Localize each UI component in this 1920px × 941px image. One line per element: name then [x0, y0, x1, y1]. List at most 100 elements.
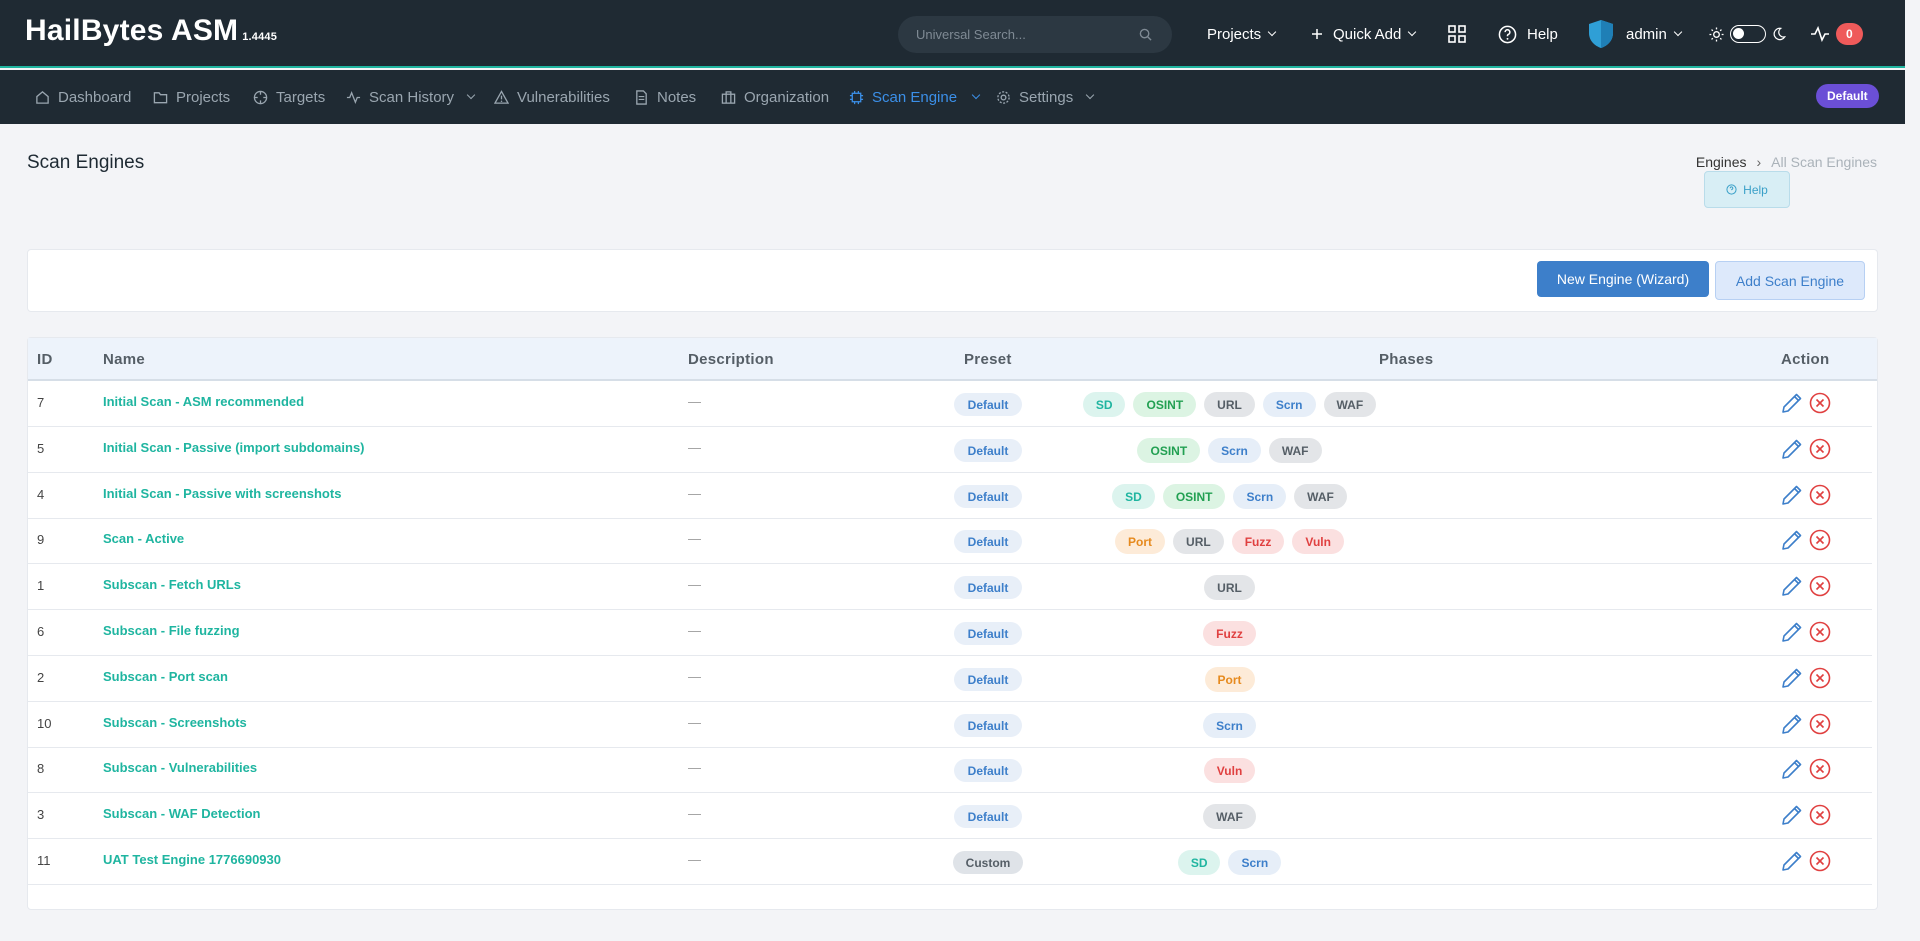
phase-badge: OSINT — [1162, 484, 1226, 509]
activity-alerts[interactable]: 0 — [1810, 0, 1863, 68]
phase-badge: SD — [1177, 850, 1221, 875]
breadcrumb: Engines › All Scan Engines — [1696, 154, 1877, 170]
edit-pencil-icon[interactable] — [1780, 528, 1804, 552]
preset-badge: Default — [954, 759, 1022, 782]
edit-pencil-icon[interactable] — [1780, 620, 1804, 644]
engine-name-link[interactable]: Subscan - Port scan — [103, 669, 228, 684]
universal-search[interactable] — [898, 16, 1172, 53]
engine-name-link[interactable]: Subscan - Fetch URLs — [103, 577, 241, 592]
theme-toggle[interactable] — [1709, 0, 1786, 68]
nav-item-label: Scan History — [369, 88, 455, 106]
user-menu[interactable]: admin — [1587, 0, 1683, 68]
table-row: 3 Subscan - WAF Detection — Default WAF — [28, 793, 1872, 839]
engine-id: 9 — [37, 532, 45, 547]
edit-pencil-icon[interactable] — [1780, 666, 1804, 690]
help-menu[interactable]: Help — [1498, 0, 1558, 68]
engine-name-link[interactable]: Subscan - Vulnerabilities — [103, 760, 258, 775]
engine-name-link[interactable]: Subscan - File fuzzing — [103, 623, 240, 638]
nav-item-scan-engine[interactable]: Scan Engine — [849, 70, 981, 124]
delete-x-circle-icon[interactable] — [1808, 483, 1832, 507]
engine-id: 3 — [37, 807, 45, 822]
edit-pencil-icon[interactable] — [1780, 712, 1804, 736]
briefcase-icon — [721, 90, 736, 104]
apps-grid-button[interactable] — [1448, 0, 1466, 68]
search-input[interactable] — [916, 27, 1126, 42]
phase-badge: Fuzz — [1203, 621, 1256, 646]
column-header-id[interactable]: ID — [37, 351, 53, 368]
chevron-down-icon — [971, 90, 981, 100]
delete-x-circle-icon[interactable] — [1808, 849, 1832, 873]
table-row: 1 Subscan - Fetch URLs — Default URL — [28, 564, 1872, 610]
row-actions — [1780, 803, 1832, 827]
quick-add-dropdown[interactable]: Quick Add — [1311, 0, 1417, 68]
edit-pencil-icon[interactable] — [1780, 849, 1804, 873]
breadcrumb-engines[interactable]: Engines — [1695, 154, 1747, 170]
nav-item-notes[interactable]: Notes — [634, 70, 696, 124]
user-shield-avatar — [1589, 20, 1613, 48]
current-project-badge[interactable]: Default — [1816, 84, 1879, 108]
delete-x-circle-icon[interactable] — [1808, 391, 1832, 415]
delete-x-circle-icon[interactable] — [1808, 437, 1832, 461]
nav-item-label: Targets — [276, 88, 326, 106]
engine-name-link[interactable]: Subscan - WAF Detection — [103, 806, 261, 821]
nav-item-targets[interactable]: Targets — [253, 70, 325, 124]
nav-item-organization[interactable]: Organization — [721, 70, 829, 124]
phase-list: WAF — [988, 804, 1471, 829]
delete-x-circle-icon[interactable] — [1808, 712, 1832, 736]
add-scan-engine-button[interactable]: Add Scan Engine — [1715, 261, 1865, 300]
column-header-description[interactable]: Description — [688, 351, 774, 368]
projects-dropdown[interactable]: Projects — [1207, 0, 1277, 68]
engine-name-link[interactable]: Scan - Active — [103, 531, 185, 546]
main-nav: Dashboard Projects Targets Scan History … — [0, 70, 1905, 124]
phase-list: SD OSINT URL Scrn WAF — [988, 392, 1471, 417]
nav-item-settings[interactable]: Settings — [996, 70, 1095, 124]
delete-x-circle-icon[interactable] — [1808, 757, 1832, 781]
preset-badge: Default — [954, 576, 1022, 599]
gear-icon — [997, 90, 1010, 104]
brand-logo[interactable]: HailBytes ASM 1.4445 — [25, 14, 277, 48]
delete-x-circle-icon[interactable] — [1808, 666, 1832, 690]
phase-list: Fuzz — [988, 621, 1471, 646]
delete-x-circle-icon[interactable] — [1808, 803, 1832, 827]
nav-item-vulnerabilities[interactable]: Vulnerabilities — [494, 70, 610, 124]
column-header-phases: Phases — [1379, 351, 1434, 368]
engine-name-link[interactable]: Initial Scan - Passive (import subdomain… — [103, 440, 365, 455]
engine-name-link[interactable]: Initial Scan - ASM recommended — [103, 394, 305, 409]
engine-id: 8 — [37, 761, 45, 776]
engine-description: — — [688, 669, 701, 684]
new-engine-wizard-button[interactable]: New Engine (Wizard) — [1537, 261, 1709, 297]
table-row: 2 Subscan - Port scan — Default Port — [28, 656, 1872, 702]
help-button[interactable]: Help — [1704, 171, 1790, 208]
preset-badge: Default — [954, 714, 1022, 737]
theme-switch[interactable] — [1730, 25, 1766, 43]
engine-description: — — [688, 531, 701, 546]
column-header-preset[interactable]: Preset — [964, 351, 1012, 368]
nav-item-scan-history[interactable]: Scan History — [346, 70, 476, 124]
nav-item-dashboard[interactable]: Dashboard — [35, 70, 131, 124]
column-header-name[interactable]: Name — [103, 351, 146, 368]
edit-pencil-icon[interactable] — [1780, 803, 1804, 827]
engine-name-link[interactable]: Subscan - Screenshots — [103, 715, 247, 730]
phase-list: OSINT Scrn WAF — [988, 438, 1471, 463]
edit-pencil-icon[interactable] — [1780, 437, 1804, 461]
engine-description: — — [688, 577, 701, 592]
engine-description: — — [688, 852, 701, 867]
help-circle-icon — [1498, 25, 1517, 43]
engine-description: — — [688, 394, 701, 409]
nav-item-projects[interactable]: Projects — [153, 70, 230, 124]
preset-badge: Default — [954, 622, 1022, 645]
edit-pencil-icon[interactable] — [1780, 391, 1804, 415]
phase-badge: Port — [1115, 529, 1166, 554]
engine-name-link[interactable]: Initial Scan - Passive with screenshots — [103, 486, 342, 501]
chevron-down-icon — [1267, 27, 1277, 37]
edit-pencil-icon[interactable] — [1780, 483, 1804, 507]
delete-x-circle-icon[interactable] — [1808, 528, 1832, 552]
delete-x-circle-icon[interactable] — [1808, 574, 1832, 598]
edit-pencil-icon[interactable] — [1780, 757, 1804, 781]
engine-description: — — [688, 806, 701, 821]
delete-x-circle-icon[interactable] — [1808, 620, 1832, 644]
engine-id: 6 — [37, 624, 45, 639]
edit-pencil-icon[interactable] — [1780, 574, 1804, 598]
preset-badge: Default — [954, 805, 1022, 828]
engine-name-link[interactable]: UAT Test Engine 1776690930 — [103, 852, 281, 867]
